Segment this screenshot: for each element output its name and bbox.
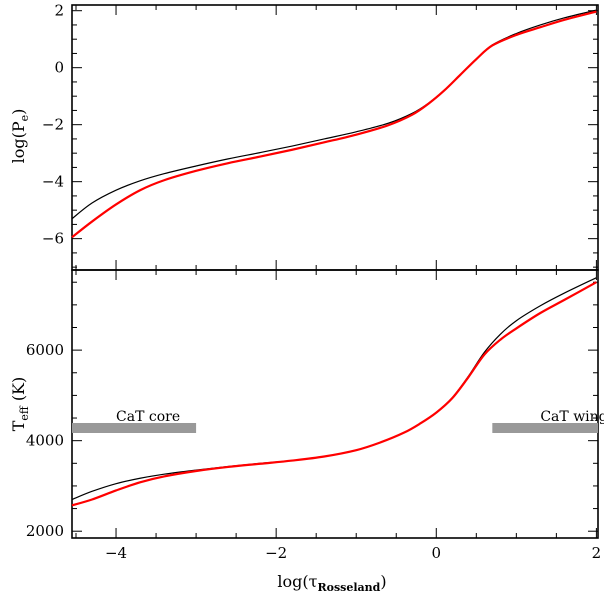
x-tick-label: −2 [265,544,287,562]
top-panel: 2 0 −2 −4 −6 [42,2,599,271]
panel-frame [71,269,599,539]
x-tick-label: −4 [105,544,127,562]
y-tick-label: 2000 [26,522,64,540]
series-line [71,281,597,507]
cat-band [72,422,197,433]
annotation: CaT wings [540,409,604,425]
y-axis-label-bottom: Teff (K) [9,377,31,432]
y-tick-label: −4 [42,173,64,191]
bottom-panel: 6000 4000 2000 −4 −2 0 2 CaT core CaT wings [26,269,604,562]
y-axis-label-top: log(Pe) [9,109,31,164]
panel-frame [71,4,599,271]
series-line [71,10,597,239]
series-line [71,277,597,501]
x-tick-label: 0 [432,544,442,562]
cat-band [492,422,598,433]
series-line [71,9,597,220]
y-tick-label: 4000 [26,432,64,450]
x-tick-label: 2 [592,544,602,562]
x-axis-label: log(τRosseland) [277,572,386,594]
y-tick-label: 0 [54,59,64,77]
y-tick-label: 6000 [26,341,64,359]
y-tick-label: −2 [42,116,64,134]
y-tick-label: −6 [42,230,64,248]
annotation: CaT core [116,409,180,425]
y-tick-label: 2 [54,2,64,20]
